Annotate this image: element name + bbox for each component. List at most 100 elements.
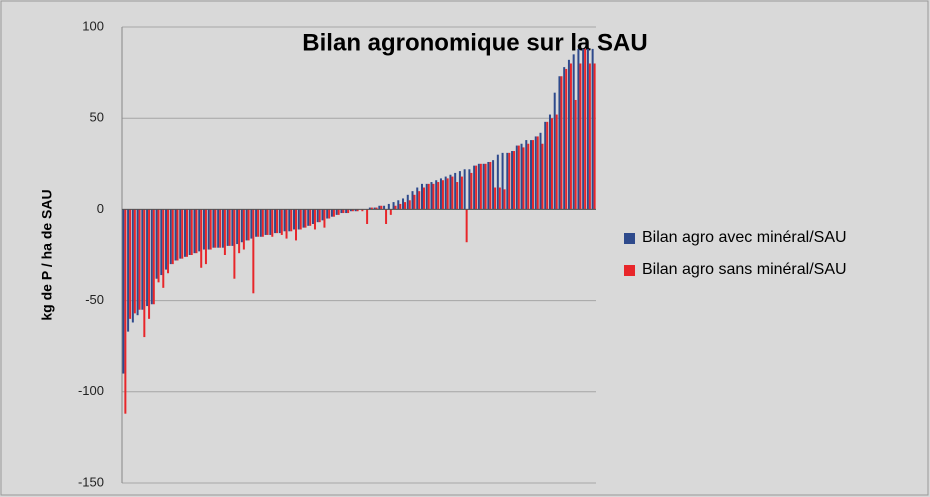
bar	[349, 209, 352, 212]
bar	[591, 48, 594, 210]
bar	[288, 209, 291, 232]
bar	[332, 209, 335, 217]
bar	[264, 209, 267, 235]
bar	[340, 209, 343, 214]
bar	[565, 68, 568, 210]
bar	[498, 187, 501, 210]
bar	[193, 209, 196, 254]
bar	[323, 209, 326, 228]
bar	[219, 209, 222, 248]
bar	[373, 207, 376, 210]
bar	[313, 209, 316, 230]
bar	[169, 209, 172, 265]
bar	[446, 178, 449, 210]
bar	[167, 209, 170, 274]
bar	[508, 152, 511, 210]
bar	[183, 209, 186, 257]
bar	[577, 48, 580, 210]
bar	[584, 48, 587, 210]
bar	[380, 205, 383, 210]
bar	[295, 209, 298, 241]
bar	[290, 209, 293, 232]
bar	[162, 209, 165, 288]
bar	[437, 182, 440, 210]
bar	[385, 209, 388, 224]
bar	[302, 209, 305, 228]
bar	[520, 143, 523, 210]
bar	[536, 136, 539, 210]
legend-label: Bilan agro avec minéral/SAU	[642, 229, 847, 246]
bar	[389, 209, 392, 215]
bar	[515, 145, 518, 210]
bar	[233, 209, 236, 279]
bar	[411, 191, 414, 210]
bar	[378, 205, 381, 210]
bar	[250, 209, 253, 239]
bar	[252, 209, 255, 294]
bar	[460, 176, 463, 210]
bar	[138, 209, 141, 310]
bar	[482, 163, 485, 210]
bar	[345, 209, 348, 214]
bar	[392, 202, 395, 210]
bar	[351, 209, 354, 212]
bar	[328, 209, 331, 219]
bar	[525, 140, 528, 210]
bar	[228, 209, 231, 246]
bar	[141, 209, 144, 310]
chart-title: Bilan agronomique sur la SAU	[302, 29, 647, 56]
bar	[174, 209, 177, 261]
bar	[548, 114, 551, 210]
bar	[430, 182, 433, 210]
bar	[544, 121, 547, 210]
bar	[356, 209, 359, 212]
bar	[283, 209, 286, 232]
bar	[546, 121, 549, 210]
bar	[321, 209, 324, 221]
bar	[470, 172, 473, 210]
bar	[231, 209, 234, 246]
bar	[185, 209, 188, 257]
bar	[285, 209, 288, 239]
bar	[181, 209, 184, 259]
y-tick-label: -50	[85, 292, 104, 307]
bar	[309, 209, 312, 226]
legend-swatch	[624, 265, 635, 276]
bar	[404, 202, 407, 210]
bar	[217, 209, 220, 248]
bar	[209, 209, 212, 250]
bar	[122, 209, 125, 374]
bar	[171, 209, 174, 265]
bar	[408, 200, 411, 210]
bar	[465, 209, 468, 243]
bar	[475, 165, 478, 210]
bar	[399, 203, 402, 210]
bar	[484, 163, 487, 210]
bar	[274, 209, 277, 234]
bar	[406, 194, 409, 210]
bar	[418, 191, 421, 210]
bar	[148, 209, 151, 319]
bar	[204, 209, 207, 265]
bar	[238, 209, 241, 254]
bar	[555, 114, 558, 210]
bar	[579, 63, 582, 210]
bar	[240, 209, 243, 243]
bar	[297, 209, 300, 230]
bar	[560, 76, 563, 210]
legend-swatch	[624, 233, 635, 244]
bar	[427, 183, 430, 210]
bar	[307, 209, 310, 226]
bar	[494, 187, 497, 210]
bar	[347, 209, 350, 214]
bar	[553, 92, 556, 210]
y-tick-label: -150	[78, 474, 104, 489]
bar	[383, 205, 386, 210]
bar	[492, 160, 495, 210]
bar	[441, 180, 444, 210]
bar	[299, 209, 302, 230]
bar	[124, 209, 127, 414]
bar	[487, 161, 490, 210]
bar	[569, 63, 572, 210]
